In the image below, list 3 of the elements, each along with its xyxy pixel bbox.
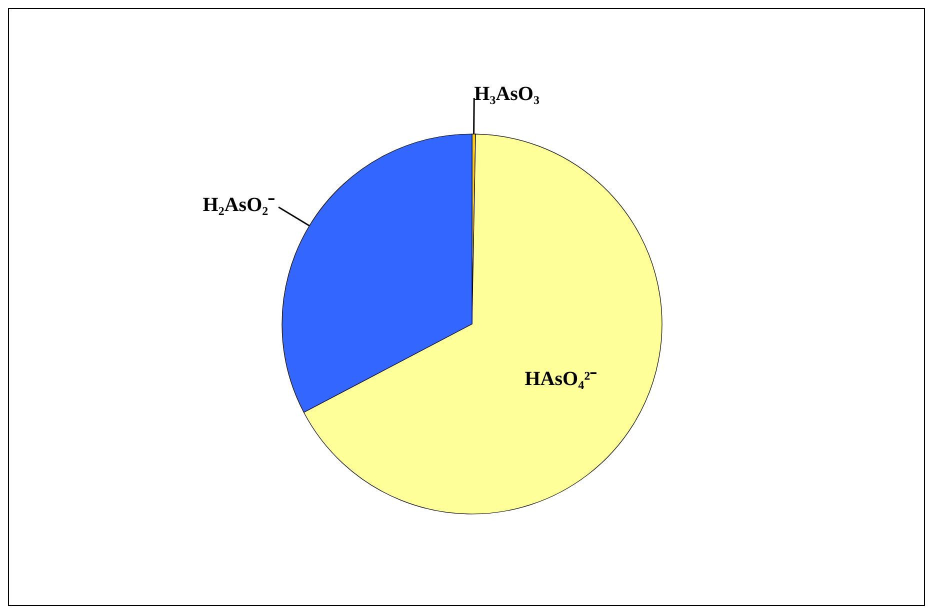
slice-label: H₂AsO₂⁻: [202, 194, 276, 216]
slice-label: HAsO₄²⁻: [524, 368, 598, 390]
slice-label: H₃AsO₃: [474, 83, 540, 106]
